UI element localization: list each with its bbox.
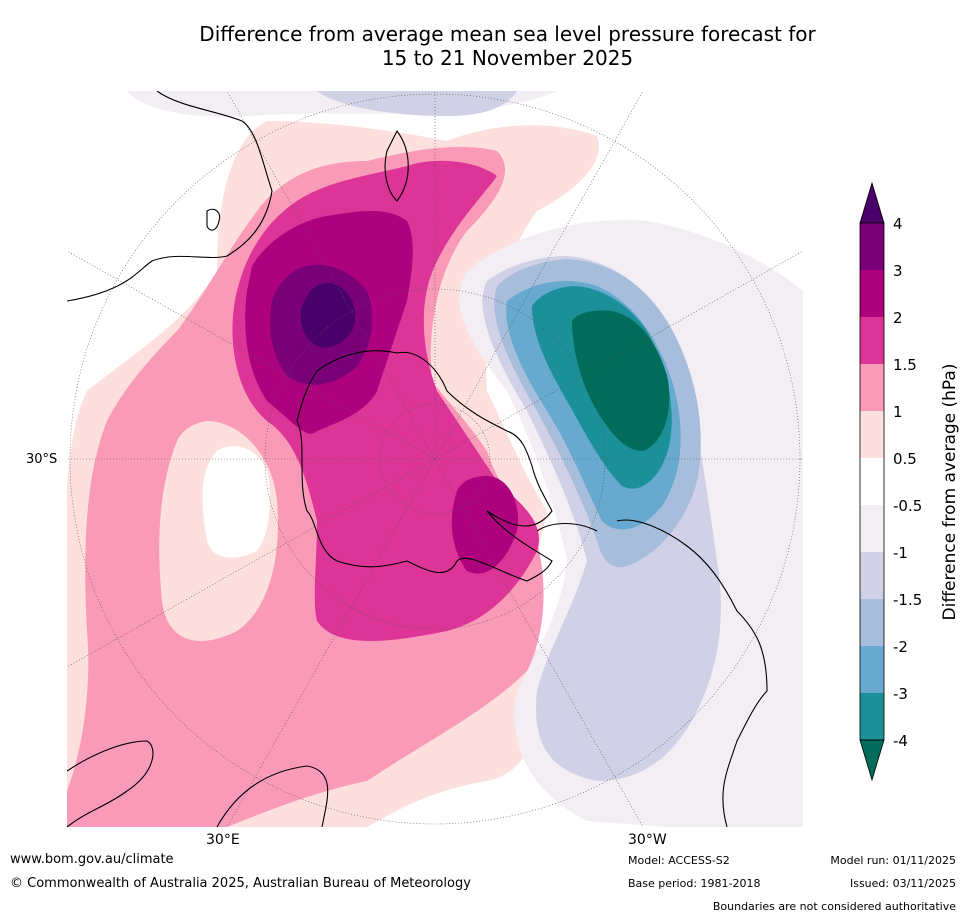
colorbar-band-3-4 <box>860 223 884 270</box>
coastline-antarctic-peninsula <box>536 523 598 532</box>
longitude-label-west: 30°W <box>628 832 667 848</box>
coastline-australia <box>67 740 154 827</box>
base-period: Base period: 1981-2018 <box>628 877 761 890</box>
colorbar-tick: -4 <box>893 732 908 750</box>
colorbar-band-1.5-2 <box>860 317 884 364</box>
website-link[interactable]: www.bom.gov.au/climate <box>10 852 174 867</box>
colorbar-tick: 1 <box>893 403 903 421</box>
colorbar-band-0.5-1 <box>860 411 884 458</box>
chart-title: Difference from average mean sea level p… <box>140 22 875 70</box>
colorbar-tick: 4 <box>893 215 903 233</box>
colorbar-tick: 2 <box>893 309 903 327</box>
graticule-circle-mid <box>264 288 606 630</box>
colorbar-band-neg-1 <box>860 552 884 599</box>
title-line-2: 15 to 21 November 2025 <box>381 46 634 70</box>
graticule-circle-outer <box>69 93 801 825</box>
colorbar-tick: 0.5 <box>893 450 917 468</box>
colorbar-label-text: Difference from average (hPa) <box>940 363 960 621</box>
colorbar-extend-high <box>859 181 885 224</box>
coastline-south-america <box>616 519 768 827</box>
colorbar-tick: -2 <box>893 638 908 656</box>
colorbar-band-neg-2 <box>860 646 884 693</box>
colorbar-band-neg-3 <box>860 693 884 740</box>
coastline-southern-africa-tip <box>216 765 329 827</box>
colorbar-tick: -3 <box>893 685 908 703</box>
coastline-antarctica <box>296 350 553 582</box>
coastline-africa <box>67 91 273 302</box>
colorbar-band-neg-1.5 <box>860 599 884 646</box>
coastline-madagascar <box>206 208 221 231</box>
colorbar <box>859 181 885 782</box>
anomaly-above-4 <box>300 283 356 348</box>
anomaly-1-1.5 <box>67 146 544 827</box>
colorbar-tick: 3 <box>893 262 903 280</box>
coastline-new-zealand <box>384 129 409 202</box>
colorbar-tick: 1.5 <box>893 356 917 374</box>
colorbar-band-2-3 <box>860 270 884 317</box>
colorbar-band-neg-0.5 <box>860 505 884 552</box>
colorbar-label: Difference from average (hPa) <box>940 364 960 621</box>
colorbar-tick: -0.5 <box>893 497 923 515</box>
model-name: Model: ACCESS-S2 <box>628 854 730 867</box>
anomaly-below-neg-4 <box>572 310 670 451</box>
latitude-label: 30°S <box>26 452 58 467</box>
issued-date: Issued: 03/11/2025 <box>849 877 956 890</box>
polar-pressure-map <box>67 91 803 827</box>
boundaries-disclaimer: Boundaries are not considered authoritat… <box>712 900 956 913</box>
colorbar-band-near-zero <box>860 458 884 505</box>
title-line-1: Difference from average mean sea level p… <box>199 22 816 46</box>
anomaly-near-zero-west-core <box>202 446 270 558</box>
model-run-date: Model run: 01/11/2025 <box>830 854 956 867</box>
colorbar-tick: -1.5 <box>893 591 923 609</box>
anomaly-2-3-south <box>451 476 518 574</box>
colorbar-extend-low <box>859 739 885 782</box>
copyright: © Commonwealth of Australia 2025, Austra… <box>10 876 471 891</box>
colorbar-tick: -1 <box>893 544 908 562</box>
anomaly-neg-1-north <box>317 91 517 116</box>
longitude-label-east: 30°E <box>206 832 240 848</box>
colorbar-band-1-1.5 <box>860 364 884 411</box>
